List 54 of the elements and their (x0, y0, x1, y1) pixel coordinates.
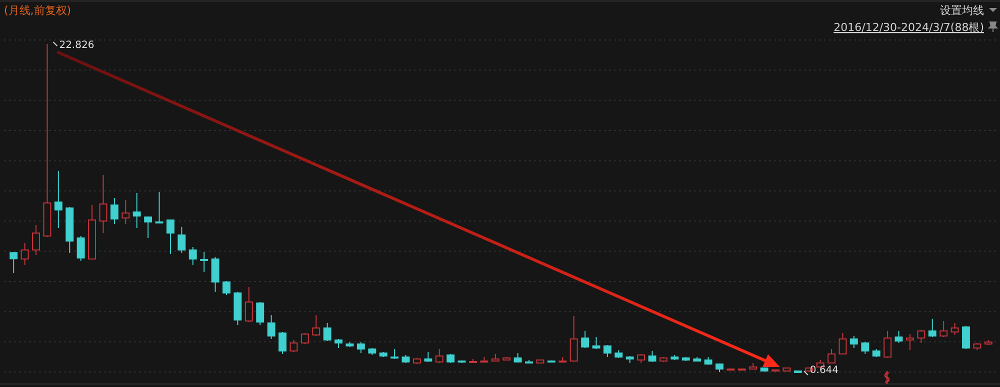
candlestick (334, 338, 343, 348)
candlestick (637, 353, 646, 364)
candlestick (950, 322, 959, 336)
candlestick (424, 352, 432, 362)
candlestick (20, 242, 29, 266)
text: 设置均线 (940, 4, 984, 17)
candlestick (166, 218, 174, 254)
candlestick (962, 325, 970, 350)
candlestick (188, 246, 197, 266)
candlestick (390, 348, 399, 360)
candlestick (603, 344, 612, 358)
candlestick (906, 334, 914, 351)
candlestick (110, 198, 118, 224)
candlestick (570, 315, 578, 362)
candlestick (10, 252, 18, 274)
candlestick (200, 252, 208, 273)
candlestick (54, 170, 62, 229)
candlestick (122, 199, 130, 224)
chart-title: (月线,前复权) (4, 4, 72, 17)
candlestick (312, 314, 320, 336)
candlestick (917, 329, 926, 344)
candlestick (290, 339, 298, 352)
candlestick (850, 335, 858, 348)
candlestick (894, 330, 903, 344)
candlestick (178, 226, 186, 254)
candlestick (581, 330, 590, 348)
candlestick (244, 286, 253, 323)
candlestick (435, 348, 444, 364)
candlestick (592, 336, 600, 350)
candlestick (356, 342, 365, 354)
candlestick (940, 320, 948, 338)
candlestick (144, 216, 152, 238)
candlestick (928, 318, 936, 338)
candlestick (32, 224, 40, 256)
candlestick (884, 330, 892, 358)
candlestick (278, 331, 286, 354)
candlestick (99, 174, 108, 234)
candlestick (838, 332, 847, 355)
candlestick (323, 322, 332, 342)
candlestick (861, 342, 870, 354)
candlestick (300, 332, 309, 344)
candlestick (211, 256, 220, 292)
candlestick (267, 314, 276, 340)
candlestick (256, 302, 264, 326)
candlestick (648, 350, 656, 362)
annotation: 0.644 (810, 365, 839, 376)
candlestick (155, 191, 164, 224)
annotation: 22.826 (59, 40, 94, 51)
candlestick (132, 192, 141, 229)
candlestick (76, 236, 85, 262)
candlestick (446, 353, 455, 364)
chart-subtitle: 2016/12/30-2024/3/7(88根) (834, 21, 984, 34)
candlestick (222, 280, 230, 296)
candlestick (828, 348, 836, 364)
